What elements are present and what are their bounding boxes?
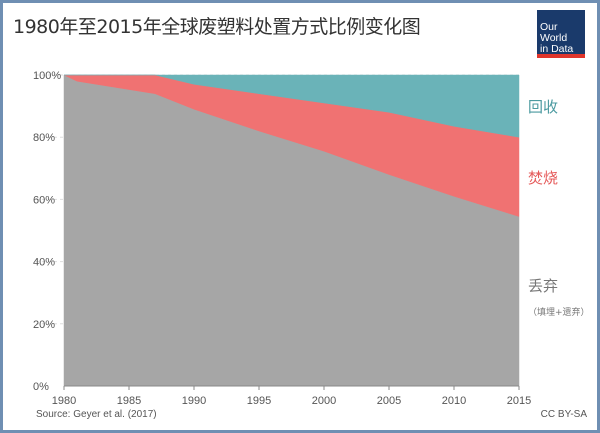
y-tick-label: 80% xyxy=(33,132,55,144)
legend-label-discard: 丢弃 xyxy=(528,277,559,296)
owid-logo[interactable]: Our World in Data xyxy=(537,10,585,58)
x-axis-ticks: 1980 1985 1990 1995 2000 2005 2010 2015 xyxy=(52,386,531,407)
y-tick-label: 100% xyxy=(33,70,61,82)
x-tick-label: 2015 xyxy=(507,395,531,407)
x-tick-label: 2005 xyxy=(377,395,401,407)
legend-label-recycle: 回收 xyxy=(528,98,559,117)
chart-title: 1980年至2015年全球废塑料处置方式比例变化图 xyxy=(13,16,421,38)
y-axis-ticks: 0% 20% 40% 60% 80% 100% xyxy=(33,70,61,393)
logo-accent-bar xyxy=(537,54,585,58)
logo-line-2: in Data xyxy=(540,43,574,55)
x-tick-label: 1990 xyxy=(182,395,206,407)
series-areas xyxy=(63,74,520,387)
legend-label-incinerate: 焚烧 xyxy=(528,168,559,187)
area-recycle xyxy=(64,74,520,138)
source-note: Source: Geyer et al. (2017) xyxy=(36,409,157,420)
x-tick-label: 1985 xyxy=(117,395,141,407)
legend-sublabel-discard: （填埋+遗弃） xyxy=(528,308,590,319)
license-note: CC BY-SA xyxy=(540,409,587,420)
x-tick-label: 1980 xyxy=(52,395,76,407)
x-tick-label: 1995 xyxy=(247,395,271,407)
y-tick-label: 20% xyxy=(33,319,55,331)
y-tick-label: 40% xyxy=(33,257,55,269)
logo-line-1: Our World xyxy=(540,21,568,44)
x-tick-label: 2000 xyxy=(312,395,336,407)
x-tick-label: 2010 xyxy=(442,395,466,407)
y-tick-label: 60% xyxy=(33,194,55,206)
y-tick-label: 0% xyxy=(33,381,49,393)
